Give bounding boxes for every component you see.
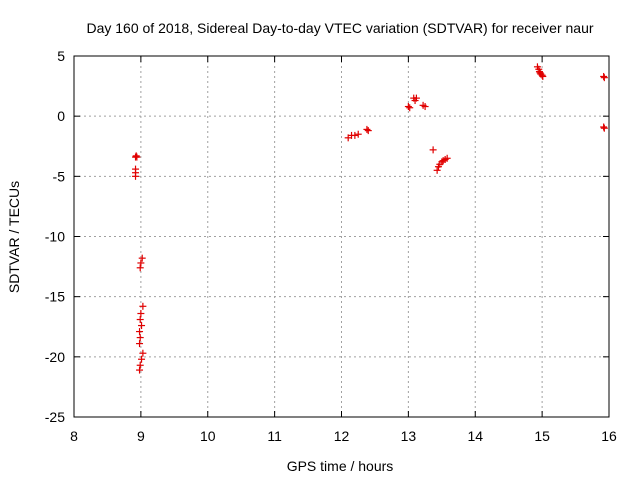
data-point	[538, 71, 546, 79]
x-tick-label: 16	[601, 428, 617, 444]
data-point	[137, 310, 145, 318]
x-tick-label: 11	[267, 428, 282, 444]
data-point	[406, 104, 414, 112]
data-point	[132, 152, 140, 160]
x-tick-label: 14	[467, 428, 483, 444]
axis-ticks	[73, 55, 610, 418]
data-point	[429, 146, 437, 154]
data-point	[136, 264, 144, 272]
y-tick-label: 0	[57, 108, 65, 124]
chart-title: Day 160 of 2018, Sidereal Day-to-day VTE…	[86, 20, 593, 36]
data-point	[136, 361, 144, 369]
x-tick-label: 15	[534, 428, 550, 444]
data-point	[433, 166, 441, 174]
data-point	[600, 74, 608, 82]
data-point	[443, 154, 451, 162]
x-tick-label: 9	[137, 428, 145, 444]
grid-lines	[74, 56, 609, 417]
data-point	[364, 127, 372, 135]
data-point	[354, 130, 362, 138]
x-tick-label: 10	[200, 428, 216, 444]
y-tick-labels: 5 0 -5 -10 -15 -20 -25	[45, 48, 65, 425]
x-axis-label: GPS time / hours	[287, 458, 394, 474]
data-point	[136, 334, 144, 342]
data-point	[139, 302, 147, 310]
y-tick-label: -5	[53, 168, 66, 184]
y-tick-label: -20	[45, 349, 65, 365]
data-point	[138, 254, 146, 262]
data-point	[411, 97, 419, 105]
x-tick-label: 13	[401, 428, 417, 444]
data-point	[351, 131, 359, 139]
data-point	[138, 355, 146, 363]
y-tick-label: -25	[45, 409, 65, 425]
data-point	[136, 316, 144, 324]
data-points	[132, 63, 608, 374]
y-tick-label: 5	[57, 48, 65, 64]
data-point	[133, 153, 141, 161]
data-point	[136, 328, 144, 336]
data-point	[137, 259, 145, 267]
data-point	[600, 72, 608, 80]
data-point	[136, 366, 144, 374]
data-point	[139, 349, 147, 357]
x-tick-label: 8	[70, 428, 78, 444]
y-tick-label: -10	[45, 229, 65, 245]
y-axis-label: SDTVAR / TECUs	[6, 181, 22, 293]
data-point	[363, 125, 371, 133]
data-point	[404, 103, 412, 111]
data-point	[539, 72, 547, 80]
x-tick-label: 12	[334, 428, 350, 444]
data-point	[600, 123, 608, 131]
data-point	[419, 101, 427, 109]
x-tick-labels: 8 9 10 11 12 13 14 15 16	[70, 428, 617, 444]
data-point	[138, 322, 146, 330]
data-point	[600, 124, 608, 132]
data-point	[132, 172, 140, 180]
data-point	[136, 340, 144, 348]
y-tick-label: -15	[45, 289, 65, 305]
